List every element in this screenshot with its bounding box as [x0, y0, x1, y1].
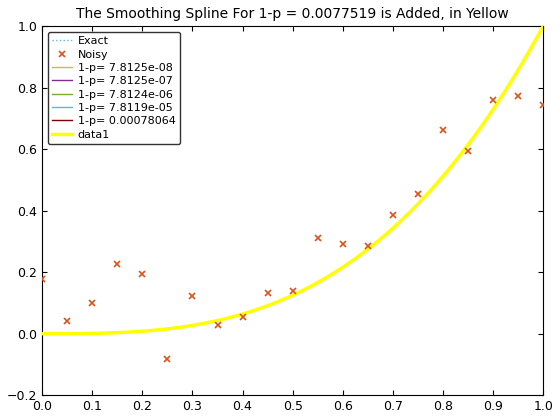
1-p= 0.00078064 — [39, 331, 45, 336]
1-p= 7.8125e-07 — [259, 305, 266, 310]
data1 — [39, 331, 45, 336]
data1 — [540, 24, 547, 29]
Noisy — [515, 94, 521, 99]
1-p= 7.8125e-08 — [430, 185, 436, 190]
Legend: Exact, Noisy, 1-p= 7.8125e-08, 1-p= 7.8125e-07, 1-p= 7.8124e-06, 1-p= 7.8119e-05: Exact, Noisy, 1-p= 7.8125e-08, 1-p= 7.81… — [48, 32, 180, 144]
1-p= 0.00078064 — [540, 24, 547, 29]
1-p= 7.8119e-05 — [241, 311, 248, 316]
1-p= 0.00078064 — [430, 185, 436, 190]
1-p= 7.8124e-06 — [259, 305, 266, 310]
1-p= 7.8119e-05 — [259, 305, 266, 310]
Noisy — [264, 291, 271, 296]
1-p= 7.8124e-06 — [540, 24, 547, 29]
1-p= 7.8125e-07 — [383, 232, 390, 237]
Exact — [383, 232, 390, 237]
1-p= 7.8119e-05 — [438, 175, 445, 180]
1-p= 7.8124e-06 — [383, 232, 390, 237]
Line: 1-p= 7.8124e-06: 1-p= 7.8124e-06 — [42, 26, 543, 334]
Exact — [90, 331, 97, 336]
Line: Exact: Exact — [42, 26, 543, 334]
data1 — [383, 232, 390, 237]
1-p= 0.00078064 — [90, 331, 97, 336]
1-p= 7.8124e-06 — [39, 331, 45, 336]
1-p= 7.8125e-07 — [39, 331, 45, 336]
Line: 1-p= 7.8125e-08: 1-p= 7.8125e-08 — [42, 26, 543, 334]
Noisy — [214, 323, 221, 328]
Noisy — [440, 128, 446, 133]
1-p= 7.8124e-06 — [90, 331, 97, 336]
Line: 1-p= 7.8119e-05: 1-p= 7.8119e-05 — [42, 26, 543, 334]
Noisy — [389, 212, 396, 217]
data1 — [90, 331, 97, 336]
Exact — [438, 175, 445, 180]
Noisy — [489, 97, 496, 102]
1-p= 7.8125e-07 — [430, 185, 436, 190]
Noisy — [239, 315, 246, 320]
data1 — [438, 175, 445, 180]
Noisy — [365, 243, 371, 248]
1-p= 7.8124e-06 — [241, 311, 248, 316]
1-p= 7.8125e-08 — [259, 305, 266, 310]
1-p= 7.8125e-07 — [540, 24, 547, 29]
Line: 1-p= 7.8125e-07: 1-p= 7.8125e-07 — [42, 26, 543, 334]
1-p= 7.8124e-06 — [430, 185, 436, 190]
1-p= 0.00078064 — [259, 305, 266, 310]
1-p= 7.8124e-06 — [438, 175, 445, 180]
Noisy — [339, 241, 346, 247]
1-p= 7.8125e-08 — [383, 232, 390, 237]
1-p= 0.00078064 — [438, 175, 445, 180]
1-p= 7.8125e-08 — [241, 311, 248, 316]
1-p= 7.8125e-08 — [39, 331, 45, 336]
Exact — [430, 185, 436, 190]
Noisy — [39, 277, 45, 282]
1-p= 7.8119e-05 — [39, 331, 45, 336]
Noisy — [290, 289, 296, 294]
Noisy — [189, 294, 196, 299]
data1 — [259, 305, 266, 310]
Exact — [39, 331, 45, 336]
1-p= 7.8119e-05 — [540, 24, 547, 29]
Noisy — [540, 102, 547, 107]
1-p= 7.8119e-05 — [383, 232, 390, 237]
Noisy — [114, 261, 121, 266]
Exact — [259, 305, 266, 310]
Noisy — [89, 301, 96, 306]
Exact — [540, 24, 547, 29]
Line: Noisy: Noisy — [39, 93, 547, 362]
1-p= 0.00078064 — [241, 311, 248, 316]
1-p= 7.8125e-08 — [540, 24, 547, 29]
Title: The Smoothing Spline For 1-p = 0.0077519 is Added, in Yellow: The Smoothing Spline For 1-p = 0.0077519… — [76, 7, 509, 21]
1-p= 7.8125e-08 — [90, 331, 97, 336]
1-p= 7.8119e-05 — [90, 331, 97, 336]
Noisy — [64, 319, 71, 324]
Noisy — [314, 235, 321, 240]
Line: data1: data1 — [42, 26, 543, 334]
data1 — [241, 311, 248, 316]
1-p= 7.8125e-07 — [241, 311, 248, 316]
Noisy — [164, 357, 171, 362]
Noisy — [139, 271, 146, 276]
1-p= 0.00078064 — [383, 232, 390, 237]
1-p= 7.8125e-07 — [438, 175, 445, 180]
1-p= 7.8119e-05 — [430, 185, 436, 190]
1-p= 7.8125e-07 — [90, 331, 97, 336]
data1 — [430, 185, 436, 190]
1-p= 7.8125e-08 — [438, 175, 445, 180]
Exact — [241, 311, 248, 316]
Line: 1-p= 0.00078064: 1-p= 0.00078064 — [42, 26, 543, 334]
Noisy — [414, 191, 421, 196]
Noisy — [465, 149, 472, 154]
